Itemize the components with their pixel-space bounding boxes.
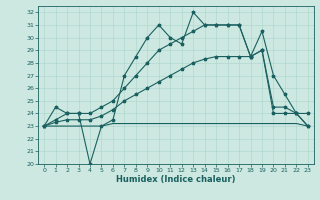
- X-axis label: Humidex (Indice chaleur): Humidex (Indice chaleur): [116, 175, 236, 184]
